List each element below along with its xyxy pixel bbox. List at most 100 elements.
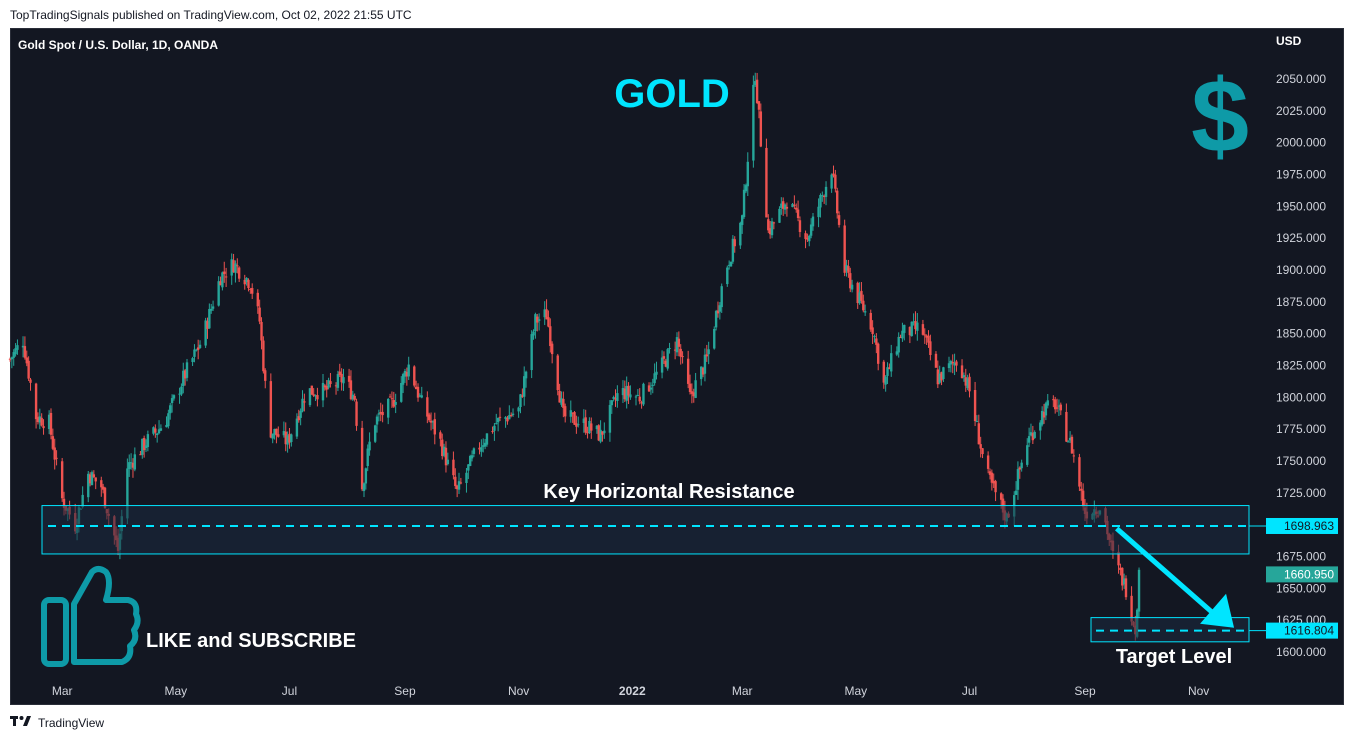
- candle: [836, 187, 839, 219]
- candle: [1053, 396, 1057, 414]
- candle-body: [845, 265, 848, 271]
- candle: [603, 422, 606, 439]
- candle: [407, 356, 410, 381]
- candle-body: [962, 375, 966, 378]
- candle: [1057, 399, 1061, 416]
- candle: [545, 299, 548, 320]
- candle-body: [308, 388, 312, 406]
- candle-body: [273, 428, 276, 435]
- price-tick-label: 1675.000: [1276, 550, 1326, 564]
- candle: [819, 193, 822, 218]
- candle: [843, 219, 846, 277]
- time-axis[interactable]: Mar May Jul Sep Nov 2022 Mar May Jul Sep Nov: [52, 684, 1209, 698]
- candle-body: [92, 474, 96, 477]
- candle: [51, 428, 55, 451]
- candle-body: [595, 425, 599, 430]
- candle-body: [1059, 404, 1062, 411]
- candle-body: [830, 174, 833, 189]
- candle-body: [472, 448, 476, 454]
- candle: [521, 388, 524, 398]
- price-tick-label: 1925.000: [1276, 231, 1326, 245]
- candle: [1137, 567, 1141, 618]
- tradingview-logo-icon[interactable]: [10, 715, 32, 730]
- candle-body: [431, 421, 435, 423]
- candle: [478, 442, 481, 455]
- candle: [465, 467, 468, 493]
- candle: [131, 458, 135, 478]
- candle: [977, 414, 981, 445]
- candle: [517, 406, 520, 418]
- candle-body: [219, 281, 222, 286]
- footer-brand[interactable]: TradingView: [38, 715, 105, 730]
- candle: [910, 321, 913, 337]
- candle: [713, 326, 716, 350]
- candle: [692, 388, 695, 403]
- candle: [139, 450, 142, 456]
- candle-body: [1039, 422, 1042, 431]
- candle-body: [1119, 567, 1122, 570]
- candle-body: [953, 362, 956, 366]
- publish-header: TopTradingSignals published on TradingVi…: [10, 8, 412, 22]
- candle-body: [49, 412, 53, 435]
- chart-panel[interactable]: [10, 28, 1344, 705]
- symbol-label[interactable]: Gold Spot / U.S. Dollar, 1D, OANDA: [18, 38, 219, 52]
- candle: [271, 433, 274, 444]
- candle: [224, 267, 228, 287]
- price-tick-label: 1975.000: [1276, 168, 1326, 182]
- candle: [871, 320, 874, 345]
- candle-body: [718, 305, 722, 312]
- candle: [597, 424, 600, 442]
- candle-body: [629, 394, 632, 398]
- candle-body: [133, 454, 137, 470]
- price-tag-1[interactable]: [1266, 566, 1338, 583]
- price-tag-0[interactable]: [1266, 517, 1338, 534]
- price-axis[interactable]: 2050.000 2025.000 2000.000 1975.000 1950.000…: [1249, 72, 1338, 659]
- candle-body: [195, 349, 198, 351]
- candle-body: [705, 354, 708, 357]
- candle-body: [42, 426, 45, 429]
- time-tick-label: Jul: [962, 684, 977, 698]
- candle-body: [951, 361, 954, 364]
- price-tag-2[interactable]: [1266, 622, 1338, 639]
- candle: [340, 368, 343, 391]
- candle: [558, 383, 561, 403]
- candle-body: [1078, 457, 1081, 487]
- candle: [483, 439, 487, 450]
- candle-body: [1014, 490, 1018, 495]
- candle: [273, 428, 276, 440]
- candle-body: [299, 410, 302, 418]
- candle: [731, 235, 735, 264]
- candle-body: [584, 417, 587, 433]
- candle-body: [772, 222, 776, 224]
- candle: [765, 138, 768, 218]
- candle: [431, 420, 435, 430]
- resistance-zone[interactable]: [41, 505, 1250, 555]
- candles-layer: [8, 72, 1141, 641]
- candle: [198, 340, 202, 349]
- candle-body: [884, 376, 887, 385]
- candle: [498, 407, 502, 422]
- candle: [837, 211, 841, 228]
- candle: [144, 439, 148, 453]
- candle-body: [368, 441, 371, 451]
- candle: [778, 206, 781, 223]
- candle: [314, 394, 317, 402]
- candle-body: [977, 423, 981, 445]
- candle-body: [154, 428, 157, 433]
- candle-body: [638, 396, 641, 402]
- candle: [355, 398, 358, 431]
- candle-body: [780, 203, 783, 208]
- candle: [260, 317, 263, 350]
- candle-body: [834, 174, 837, 189]
- candle-body: [791, 203, 794, 208]
- candle: [1026, 438, 1029, 467]
- candle: [362, 482, 366, 498]
- candle-body: [392, 400, 395, 407]
- candle: [16, 339, 19, 355]
- candle-body: [569, 410, 572, 417]
- candle-body: [1046, 400, 1049, 406]
- candle: [420, 386, 423, 399]
- candle-body: [303, 401, 306, 403]
- candle-body: [126, 468, 129, 519]
